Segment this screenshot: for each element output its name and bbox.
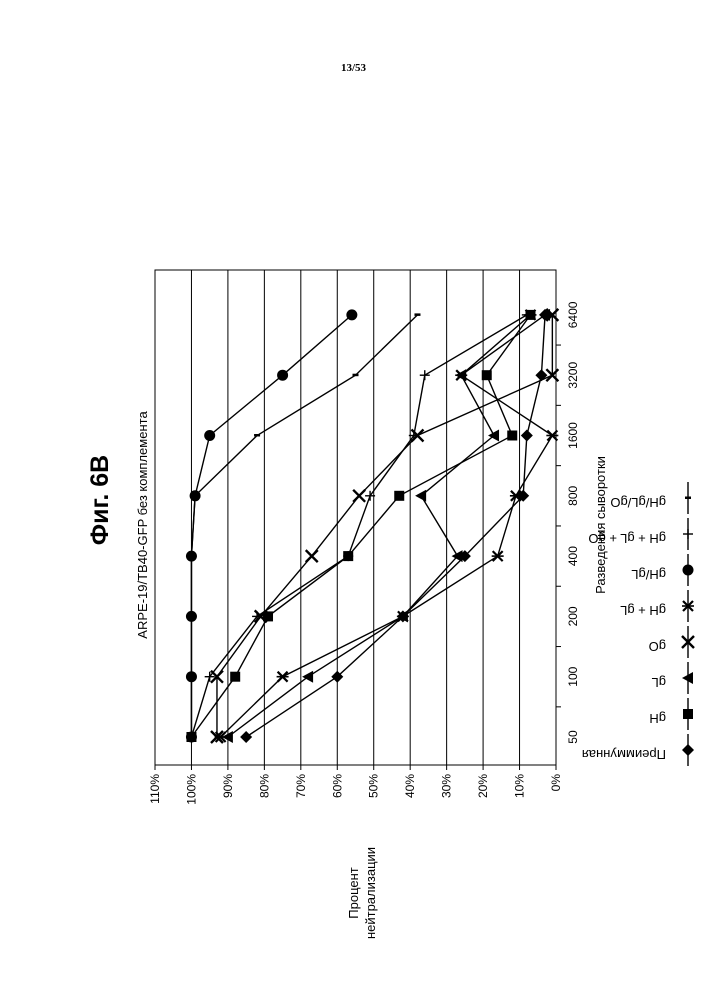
series-4 [215,310,559,742]
data-point [346,309,357,320]
data-point [353,374,359,377]
y-tick-label: 70% [294,774,308,798]
legend-label: gL [652,675,666,690]
legend-entry: gO [649,626,694,658]
legend-label: gH + gL + gO [588,531,666,546]
series-5 [186,309,357,742]
y-tick-label: 100% [184,774,198,805]
data-point [188,615,194,618]
series-line [221,315,553,737]
series-line [246,315,545,737]
data-point [415,490,426,502]
legend-label: gH + gL [620,603,666,618]
y-tick-label: 50% [367,774,381,798]
data-point [546,431,558,441]
y-tick-label: 10% [513,774,527,798]
data-point [277,370,288,381]
data-point [306,550,318,562]
x-tick-label: 6400 [566,301,580,328]
data-point [507,431,517,441]
data-point [277,672,289,682]
series-line [191,315,530,737]
data-point [683,529,693,539]
x-tick-label: 200 [566,606,580,626]
figure-label: Фиг. 6B [86,455,114,545]
series-line [191,315,526,737]
y-tick-label: 30% [440,774,454,798]
data-point [682,744,694,756]
data-point [254,434,260,437]
legend-label: gH [649,711,666,726]
legend-entry: gH [649,698,693,730]
y-tick-label: 60% [330,774,344,798]
data-point [492,551,504,561]
series-line [228,315,545,737]
data-point [188,675,194,678]
x-tick-label: 100 [566,666,580,686]
data-point [230,672,240,682]
y-tick-label: 110% [148,774,162,804]
data-point [414,313,420,316]
x-tick-label: 50 [566,730,580,744]
x-tick-label: 3200 [566,362,580,389]
data-point [240,731,252,743]
legend-entry: Преиммунная [582,734,694,766]
legend-entry: gH/gL [631,554,693,586]
legend-label: Преиммунная [582,747,666,762]
data-point [353,490,365,502]
data-point [420,370,430,380]
y-tick-label: 20% [476,774,490,798]
chart-title: ARPE-19/TB40-GFP без комплемента [135,411,150,639]
data-point [510,491,522,501]
data-point [683,565,694,576]
series-line [217,315,552,737]
data-point [685,497,691,500]
data-point [204,430,215,441]
x-axis-label: Разведения сыворотки [593,456,608,594]
series-2 [222,309,550,743]
series-7 [188,313,420,738]
y-tick-label: 40% [403,774,417,798]
data-point [302,671,313,683]
legend-entry: gL [652,662,693,694]
data-point [188,736,194,739]
data-point [482,370,492,380]
y-tick-label: 90% [221,774,235,798]
data-point [192,494,198,497]
x-tick-label: 1600 [566,422,580,449]
x-tick-label: 800 [566,485,580,505]
legend-entry: gH/gL/gO [610,482,691,514]
legend-label: gH/gL [631,567,666,582]
series-line [191,315,417,737]
data-point [683,709,693,719]
legend-entry: gH + gL [620,590,694,622]
y-tick-label: 0% [549,774,563,792]
x-tick-label: 400 [566,546,580,566]
data-point [188,555,194,558]
data-point [521,430,533,442]
legend-label: gO [649,639,666,654]
y-tick-label: 80% [257,774,271,798]
y-axis-label-line-2: нейтрализации [363,847,378,939]
data-point [455,370,467,380]
legend-label: gH/gL/gO [610,495,666,510]
y-axis-label-line-1: Процент [346,867,361,919]
data-point [394,491,404,501]
